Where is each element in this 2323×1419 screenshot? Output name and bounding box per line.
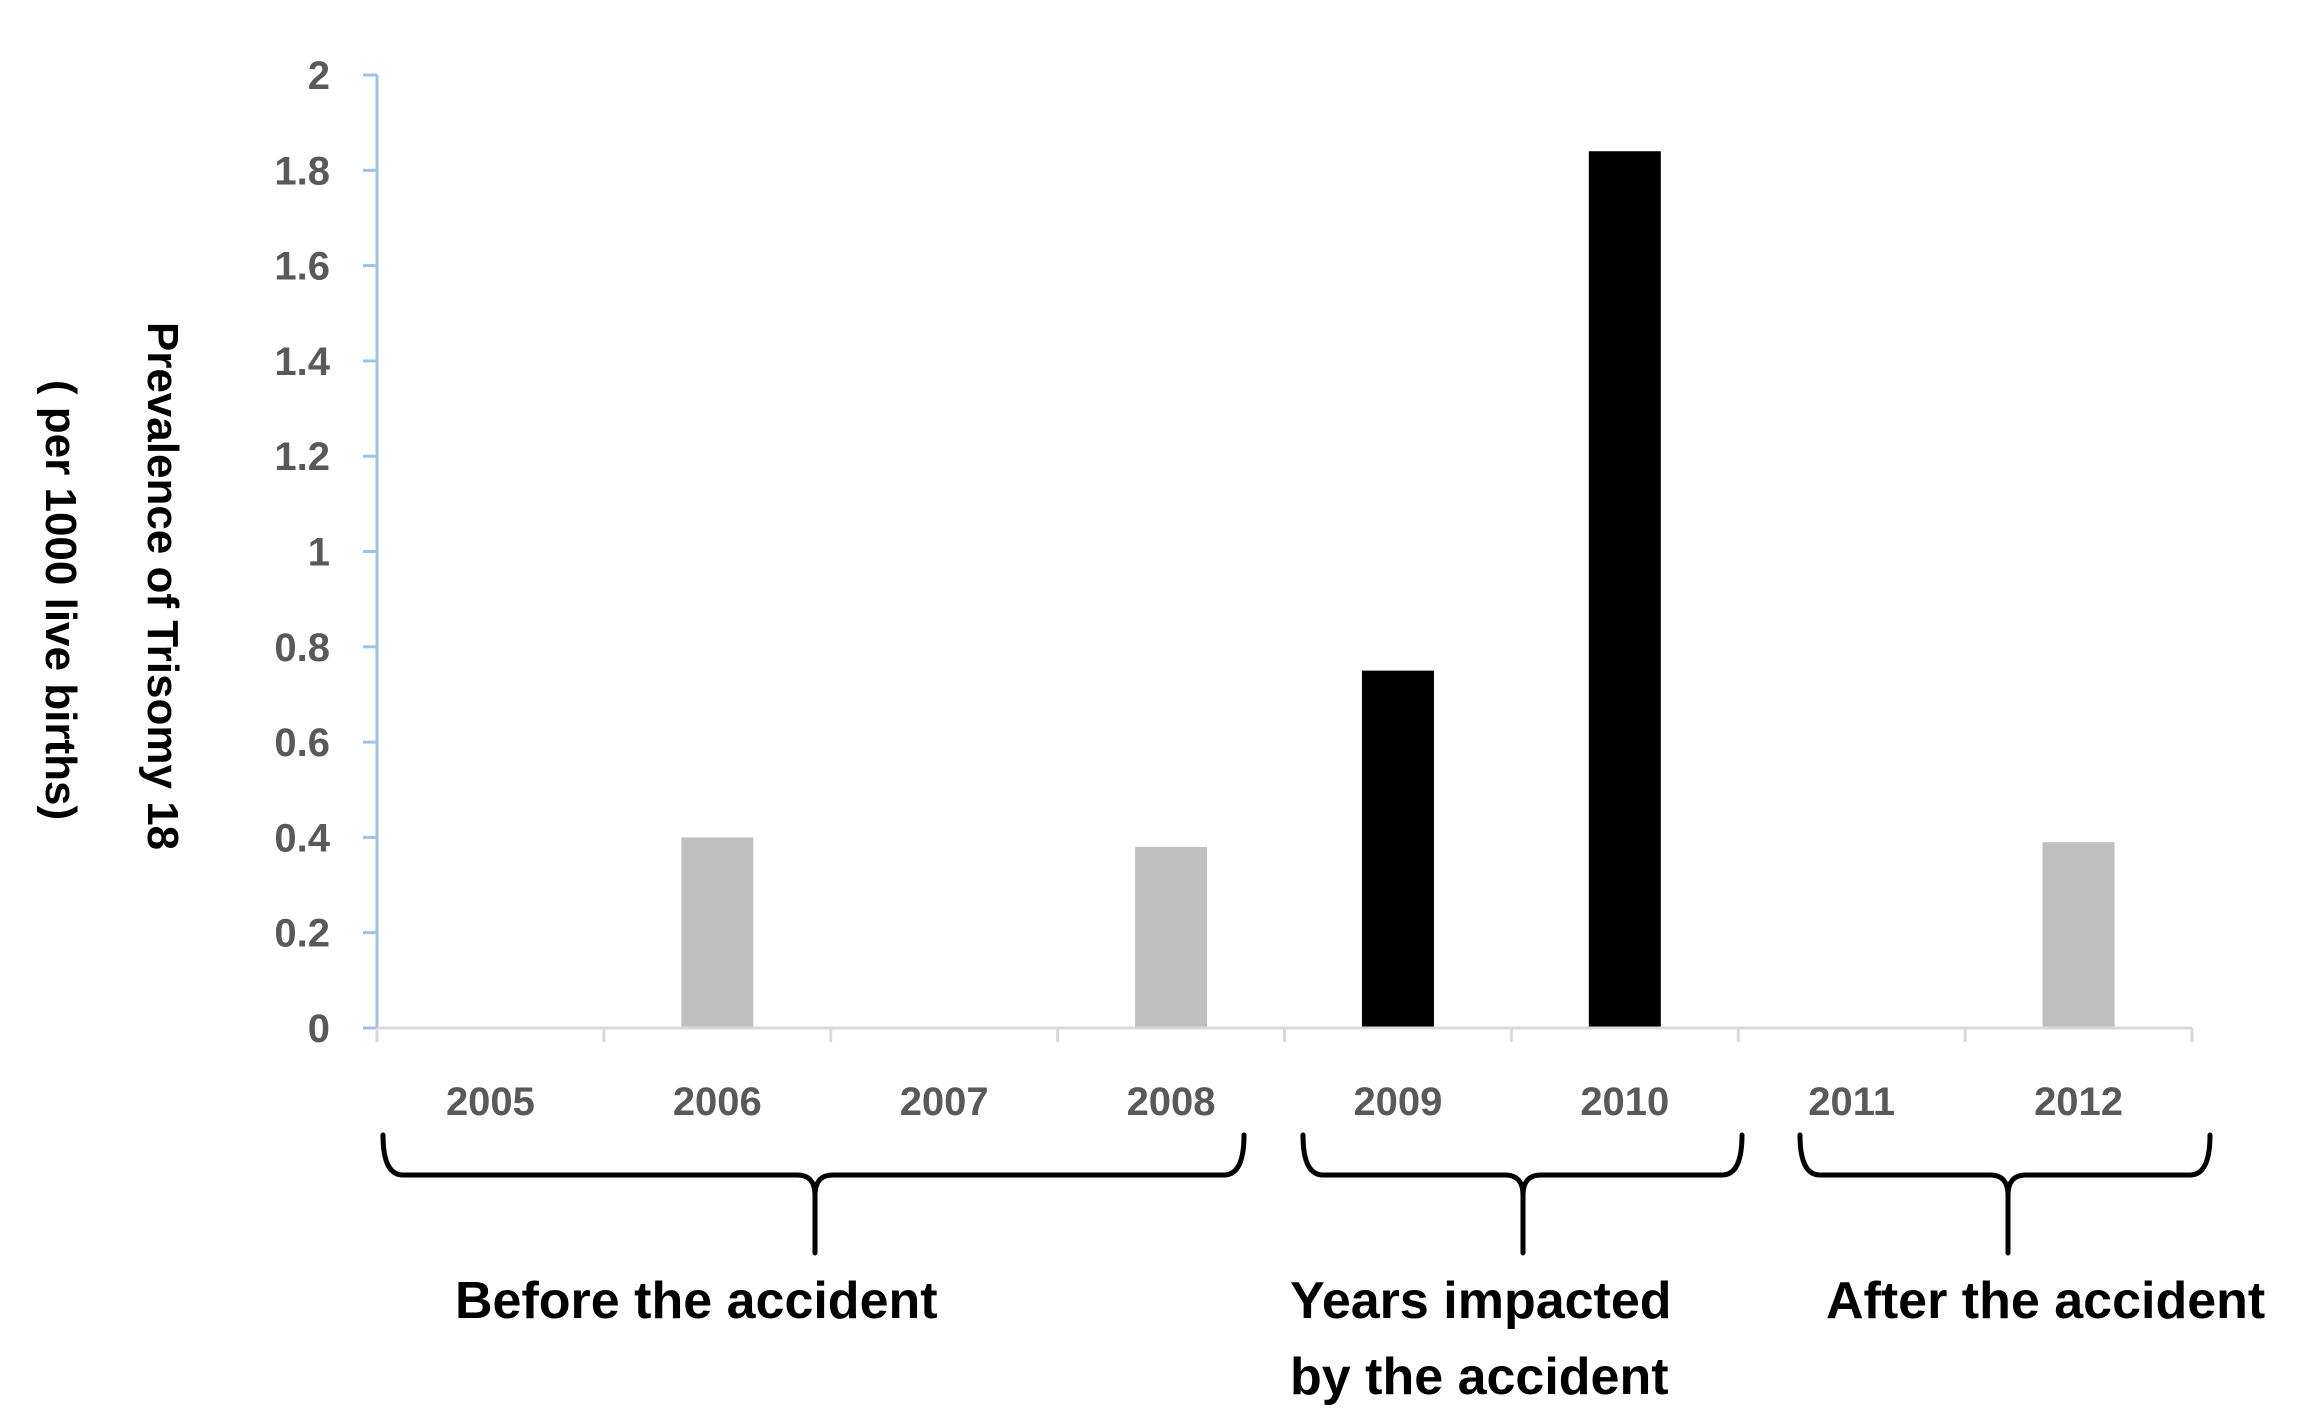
y-tick-label: 0.2 — [274, 912, 330, 956]
bar-2010 — [1588, 151, 1661, 1029]
y-tick-label: 0.6 — [274, 721, 330, 765]
brace-group-3 — [1797, 1132, 2213, 1256]
bar-2009 — [1361, 670, 1434, 1028]
brace-group-1 — [380, 1132, 1247, 1256]
bar-2006 — [681, 837, 754, 1028]
y-axis-ticks: 0 0.2 0.4 0.6 0.8 1 1.2 1.4 1.6 1.8 2 — [274, 54, 377, 1051]
group-label: After the accident — [1826, 1272, 2265, 1330]
y-tick-label: 1.8 — [274, 149, 330, 193]
y-tick-label: 0.4 — [274, 816, 330, 860]
x-tick-label: 2012 — [2034, 1080, 2123, 1124]
y-tick-label: 1.2 — [274, 435, 330, 479]
period-groups: Before the accident Years impacted by the … — [380, 1132, 2265, 1406]
y-tick-label: 1.4 — [274, 340, 330, 384]
y-tick-label: 1.6 — [274, 245, 330, 289]
bar-2008 — [1135, 846, 1208, 1028]
y-tick-label: 0.8 — [274, 626, 330, 670]
brace-group-2 — [1300, 1132, 1745, 1256]
group-label: by the accident — [1290, 1348, 1669, 1406]
y-tick-label: 1 — [308, 531, 330, 575]
y-axis-title-line1: Prevalence of Trisomy 18 — [138, 322, 187, 850]
x-axis-ticks: 2005 2006 2007 2008 2009 2010 2011 2012 — [375, 1028, 2194, 1124]
group-label: Before the accident — [455, 1272, 938, 1330]
x-tick-label: 2011 — [1808, 1080, 1895, 1124]
x-tick-label: 2008 — [1127, 1080, 1216, 1124]
x-tick-label: 2010 — [1580, 1080, 1669, 1124]
x-tick-label: 2007 — [900, 1080, 989, 1124]
bars — [681, 151, 2115, 1029]
x-tick-label: 2005 — [446, 1080, 535, 1124]
y-axis-title: Prevalence of Trisomy 18 ( per 1000 live… — [36, 322, 187, 850]
bar-2012 — [2042, 842, 2115, 1028]
axes — [375, 75, 2192, 1040]
x-tick-label: 2006 — [673, 1080, 762, 1124]
x-tick-label: 2009 — [1353, 1080, 1442, 1124]
group-label: Years impacted — [1290, 1272, 1672, 1330]
y-tick-label: 2 — [308, 54, 330, 98]
y-axis-title-line2: ( per 1000 live births) — [36, 380, 85, 820]
y-tick-label: 0 — [308, 1007, 330, 1051]
